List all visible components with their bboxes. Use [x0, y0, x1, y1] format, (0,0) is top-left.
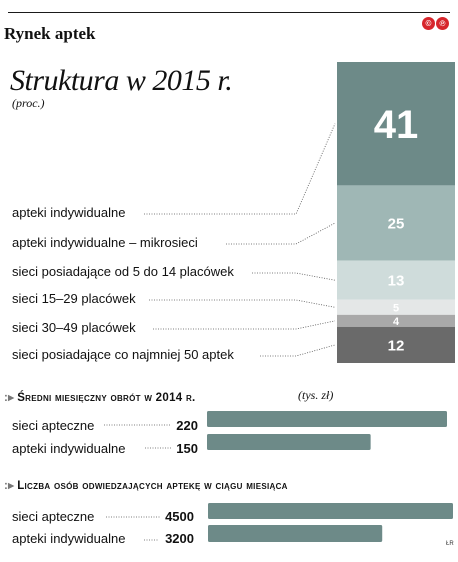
- stack-value-label: 12: [388, 337, 405, 354]
- source-mark: ŁR: [446, 541, 454, 547]
- stack-value-label: 25: [388, 215, 405, 232]
- bar-label: apteki indywidualne: [12, 441, 126, 456]
- stack-label: sieci posiadające co najmniej 50 aptek: [12, 347, 234, 362]
- stack-segment: [337, 299, 455, 315]
- bar: [207, 411, 447, 427]
- bar: [208, 503, 453, 519]
- bar-label: sieci apteczne: [12, 418, 95, 433]
- page-headline: Rynek aptek: [4, 24, 96, 43]
- brand-logo-c: ©: [422, 17, 435, 30]
- bar-label: apteki indywidualne: [12, 531, 126, 546]
- stack-label: sieci 15–29 placówek: [12, 291, 136, 306]
- stack-label: sieci posiadające od 5 do 14 placówek: [12, 264, 234, 279]
- stack-label: sieci 30–49 placówek: [12, 320, 136, 335]
- stack-segment: [337, 326, 455, 363]
- stack-segment: [337, 62, 455, 186]
- leader-line: [252, 272, 336, 281]
- section-unit-turnover: (tys. zł): [298, 388, 334, 402]
- chart-title: Struktura w 2015 r.: [10, 64, 233, 97]
- leader-line: [144, 123, 336, 215]
- leader-line: [149, 299, 336, 308]
- bar: [208, 525, 383, 542]
- brand-logo-p: ℗: [436, 17, 449, 30]
- bar-label: sieci apteczne: [12, 509, 95, 524]
- stack-value-label: 13: [388, 273, 405, 290]
- stack-value-label: 41: [374, 103, 419, 147]
- chart-unit: (proc.): [12, 96, 45, 110]
- bar-value: 220: [176, 418, 198, 433]
- section-marker-icon: :▸: [4, 480, 15, 492]
- stack-segment: [337, 185, 455, 261]
- stack-segment: [337, 260, 455, 300]
- stack-segment: [337, 314, 455, 327]
- bar-value: 150: [176, 441, 198, 456]
- stack-label: apteki indywidualne – mikrosieci: [12, 235, 198, 250]
- section-marker-icon: :▸: [4, 392, 15, 404]
- bar: [207, 434, 371, 450]
- stack-value-label: 5: [393, 302, 399, 314]
- stack-label: apteki indywidualne: [12, 205, 126, 220]
- bar-value: 3200: [165, 531, 194, 546]
- section-title-visitors: :▸ Liczba osób odwiedzających aptekę w ci…: [4, 480, 288, 492]
- top-rule: [8, 12, 450, 13]
- section-title-turnover: :▸ Średni miesięczny obrót w 2014 r.: [4, 392, 196, 404]
- stack-value-label: 4: [393, 316, 400, 328]
- bar-value: 4500: [165, 509, 194, 524]
- brand-logo: © ℗: [422, 17, 449, 31]
- leader-line: [226, 222, 336, 245]
- leader-line: [153, 320, 336, 330]
- leader-line: [260, 344, 336, 357]
